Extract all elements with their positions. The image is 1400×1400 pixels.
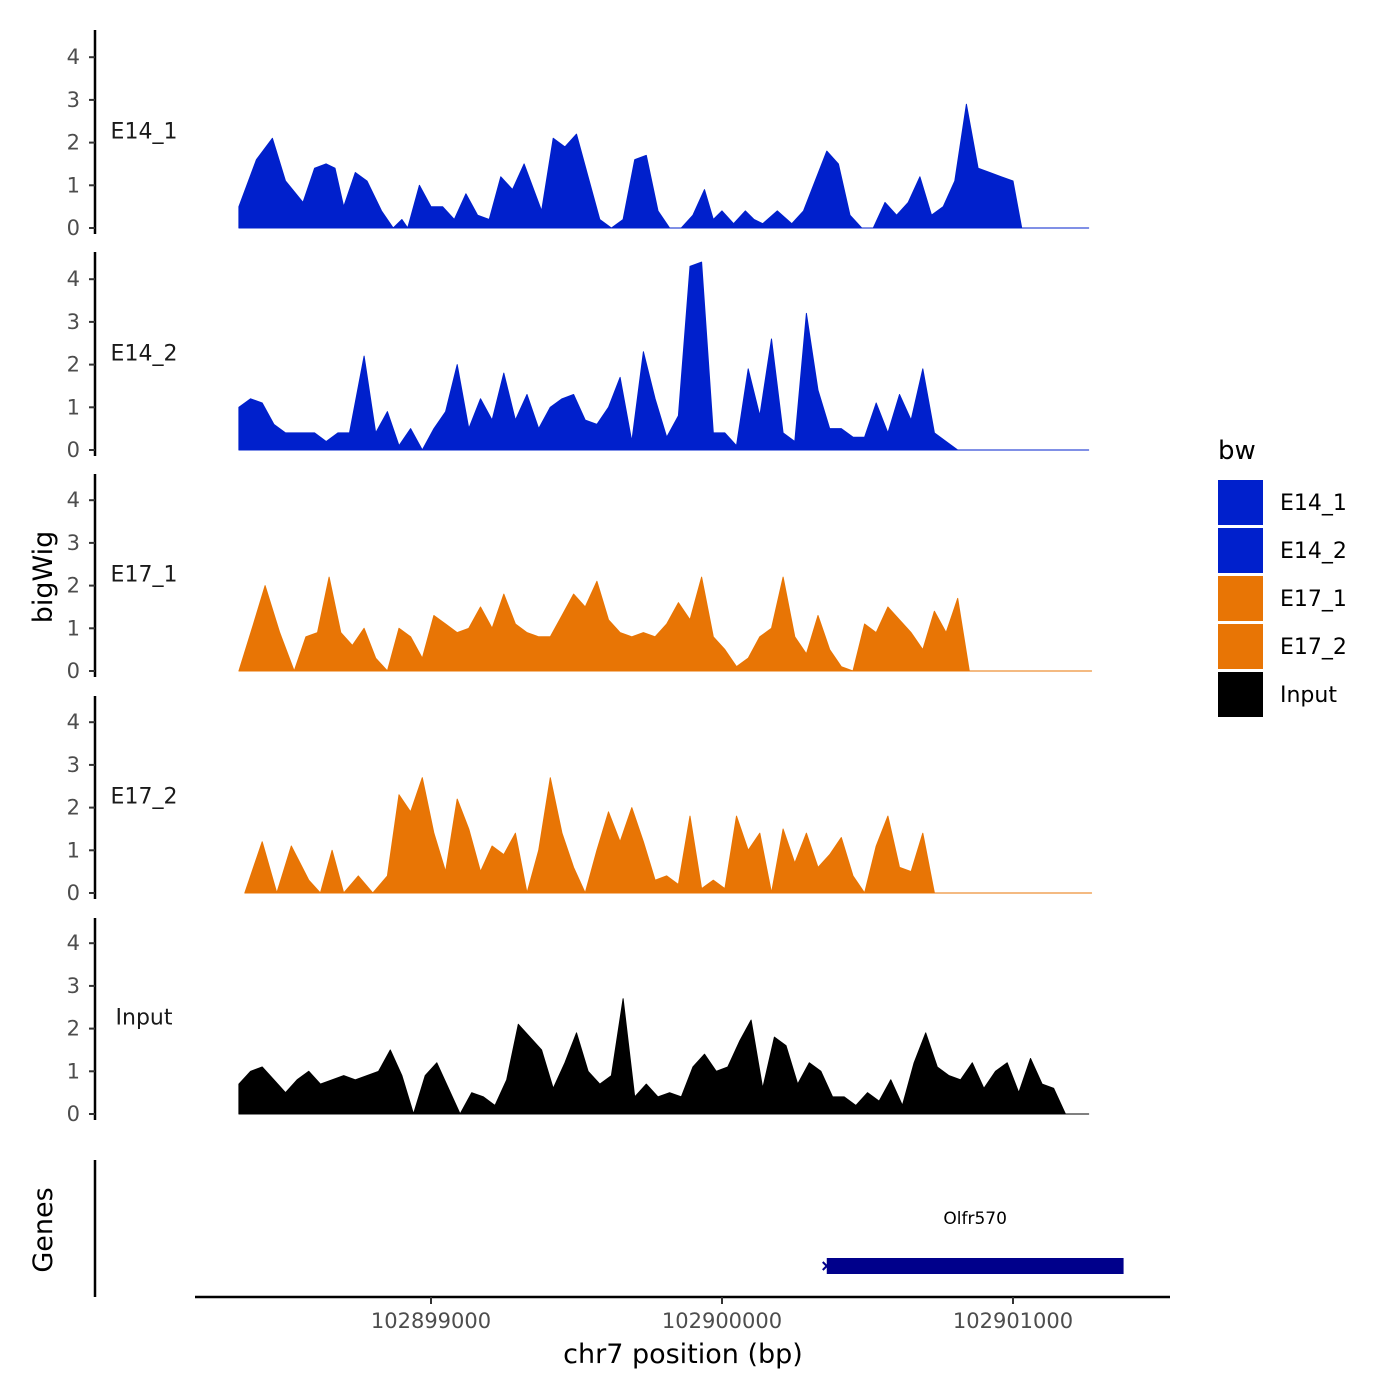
- track-label: E17_2: [111, 784, 178, 809]
- gene-body: [826, 1258, 1124, 1274]
- legend-entry-e14-1: E14_1: [1218, 480, 1347, 525]
- y-tick-label: 1: [67, 173, 80, 197]
- y-axis-title: bigWig: [28, 531, 59, 624]
- y-tick-label: 1: [67, 1059, 80, 1083]
- genes-panel: Olfr570: [93, 1160, 1124, 1297]
- y-tick-label: 0: [67, 216, 80, 240]
- y-tick-label: 3: [67, 531, 80, 555]
- track-label: E17_1: [111, 562, 178, 587]
- legend-entry-input: Input: [1218, 672, 1337, 717]
- signal-area: [238, 998, 1090, 1115]
- x-axis: 102899000 102900000 102901000: [195, 1295, 1170, 1333]
- track-e17-1: 0 1 2 3 4 E17_1: [67, 474, 1093, 683]
- signal-tracks: 0 1 2 3 4 E14_1 0 1 2 3 4 E14_2 0 1 2 3 4 E17_1 0 1 2 3 4 E17_2…: [67, 30, 1093, 1126]
- y-tick-label: 4: [67, 931, 80, 955]
- gene-label: Olfr570: [943, 1209, 1007, 1229]
- track-label: E14_2: [111, 341, 178, 366]
- legend-entry-e14-2: E14_2: [1218, 528, 1347, 573]
- y-tick-label: 1: [67, 838, 80, 862]
- legend-label: E14_2: [1280, 539, 1347, 564]
- y-tick-label: 2: [67, 1017, 80, 1041]
- y-tick-label: 2: [67, 574, 80, 598]
- y-tick-label: 1: [67, 616, 80, 640]
- x-tick-label: 102899000: [371, 1309, 491, 1333]
- y-tick-label: 4: [67, 267, 80, 291]
- y-tick-label: 0: [67, 438, 80, 462]
- y-tick-label: 2: [67, 131, 80, 155]
- x-axis-title: chr7 position (bp): [563, 1339, 803, 1370]
- legend: bw E14_1 E14_2 E17_1 E17_2 Input: [1218, 436, 1347, 717]
- signal-area: [244, 777, 1093, 894]
- y-tick-label: 0: [67, 659, 80, 683]
- legend-swatch: [1218, 624, 1263, 669]
- y-tick-label: 3: [67, 753, 80, 777]
- track-label: Input: [116, 1005, 173, 1030]
- y-tick-label: 2: [67, 796, 80, 820]
- legend-entry-e17-2: E17_2: [1218, 624, 1347, 669]
- track-e14-2: 0 1 2 3 4 E14_2: [67, 252, 1090, 462]
- y-tick-label: 4: [67, 45, 80, 69]
- legend-swatch: [1218, 480, 1263, 525]
- y-tick-label: 0: [67, 1102, 80, 1126]
- track-label: E14_1: [111, 119, 178, 144]
- track-e17-2: 0 1 2 3 4 E17_2: [67, 696, 1093, 905]
- x-tick-label: 102900000: [662, 1309, 782, 1333]
- genes-axis-title: Genes: [28, 1187, 59, 1272]
- signal-area: [238, 261, 1090, 451]
- legend-title: bw: [1218, 436, 1256, 466]
- gene-olfr570: Olfr570: [822, 1209, 1124, 1274]
- y-tick-label: 0: [67, 881, 80, 905]
- y-tick-label: 1: [67, 395, 80, 419]
- gene-start-marker: [822, 1261, 832, 1271]
- legend-swatch: [1218, 576, 1263, 621]
- legend-swatch: [1218, 672, 1263, 717]
- x-tick-label: 102901000: [953, 1309, 1073, 1333]
- y-tick-label: 4: [67, 710, 80, 734]
- signal-area: [238, 103, 1090, 229]
- legend-label: E14_1: [1280, 491, 1347, 516]
- legend-swatch: [1218, 528, 1263, 573]
- y-tick-label: 2: [67, 353, 80, 377]
- y-tick-label: 3: [67, 974, 80, 998]
- legend-label: E17_2: [1280, 635, 1347, 660]
- y-tick-label: 4: [67, 488, 80, 512]
- track-input: 0 1 2 3 4 Input: [67, 918, 1090, 1126]
- y-tick-label: 3: [67, 88, 80, 112]
- legend-label: Input: [1280, 683, 1337, 708]
- legend-label: E17_1: [1280, 587, 1347, 612]
- legend-entry-e17-1: E17_1: [1218, 576, 1347, 621]
- signal-area: [238, 576, 1093, 672]
- track-e14-1: 0 1 2 3 4 E14_1: [67, 30, 1090, 240]
- y-tick-label: 3: [67, 310, 80, 334]
